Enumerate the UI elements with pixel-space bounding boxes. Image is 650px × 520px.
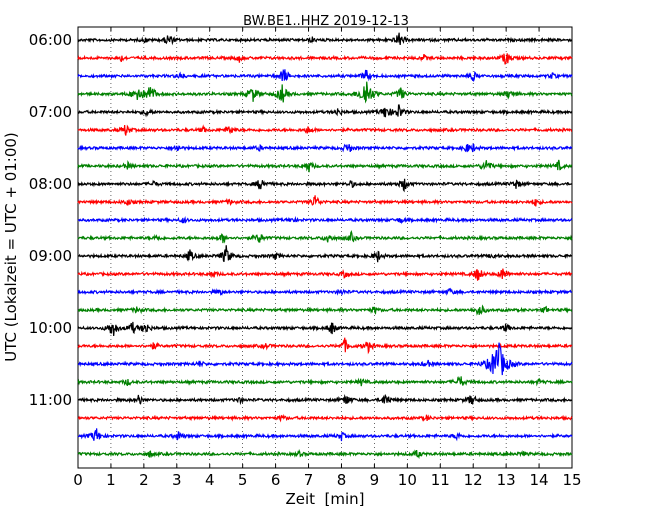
y-axis-label: UTC (Lokalzeit = UTC + 01:00) [2,132,20,362]
trace-0830 [77,215,573,225]
trace-1145 [77,448,573,460]
trace-0630 [77,68,573,83]
x-tick-label: 14 [530,471,549,489]
trace-0930 [77,287,573,296]
y-tick-label: 08:00 [29,175,72,193]
x-axis-label: Zeit [min] [285,490,364,508]
x-tick-label: 6 [271,471,281,489]
y-tick-label: 07:00 [29,103,72,121]
x-tick-label: 15 [562,471,581,489]
trace-1015 [77,337,573,355]
plot-frame [77,26,573,469]
y-axis-ticks: 06:00 07:00 08:00 09:00 10:00 11:00 [29,31,572,409]
trace-1045 [77,375,573,387]
trace-0845 [77,229,573,244]
x-tick-label: 8 [337,471,347,489]
x-tick-label: 2 [139,471,149,489]
x-tick-label: 11 [431,471,450,489]
x-tick-label: 0 [73,471,83,489]
x-tick-label: 1 [106,471,116,489]
x-tick-label: 12 [464,471,483,489]
seismic-traces [77,32,573,460]
trace-0715 [77,124,573,136]
trace-1030 [77,342,573,376]
trace-0600 [77,32,573,46]
trace-1115 [77,413,573,423]
x-tick-label: 9 [370,471,380,489]
trace-1100 [77,393,573,406]
trace-1000 [77,321,573,336]
y-tick-label: 06:00 [29,31,72,49]
trace-0900 [77,245,573,263]
trace-0815 [77,195,573,207]
trace-0745 [77,159,573,173]
trace-0645 [77,81,573,104]
y-tick-label: 11:00 [29,391,72,409]
chart-title: BW.BE1..HHZ 2019-12-13 [243,14,409,29]
trace-0800 [77,178,573,193]
y-tick-label: 10:00 [29,319,72,337]
x-tick-label: 4 [205,471,215,489]
plot-area: 0 1 2 3 4 5 6 7 8 9 10 11 12 13 14 15 06:0007:0008:0009… [29,26,582,489]
vertical-grid [110,27,540,468]
trace-0615 [77,53,573,65]
x-tick-label: 7 [304,471,314,489]
trace-0915 [77,268,573,281]
x-axis-ticks: 0 1 2 3 4 5 6 7 8 9 10 11 12 13 14 15 [73,27,582,489]
x-tick-label: 10 [398,471,417,489]
trace-0945 [77,304,573,316]
y-tick-label: 09:00 [29,247,72,265]
x-tick-label: 13 [497,471,516,489]
trace-0700 [77,104,573,118]
trace-1130 [77,428,573,442]
x-tick-label: 5 [238,471,248,489]
x-tick-label: 3 [172,471,182,489]
trace-0730 [77,143,573,153]
